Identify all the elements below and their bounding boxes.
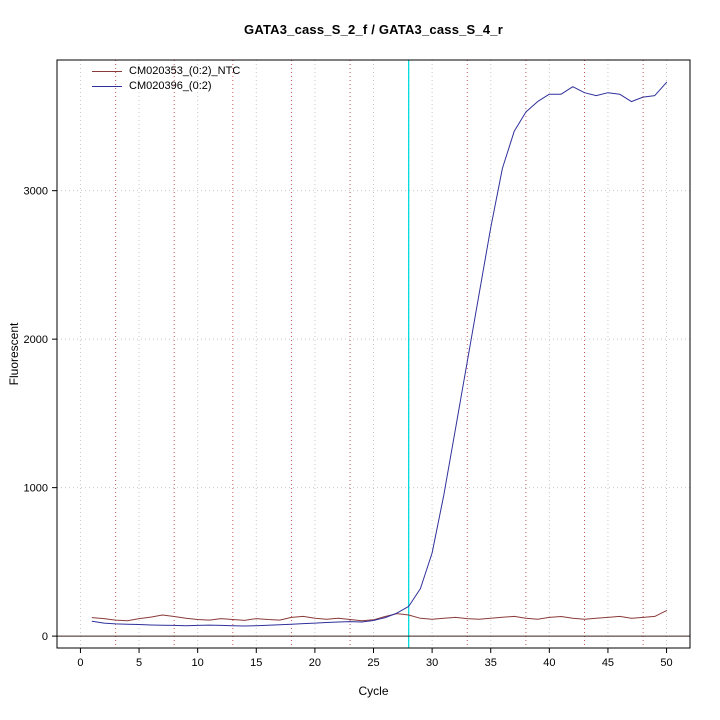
y-tick-label: 3000 <box>24 186 48 198</box>
legend-item-sample: CM020396_(0:2) <box>92 79 240 94</box>
y-tick-label: 1000 <box>24 483 48 495</box>
x-tick-label: 35 <box>485 657 497 669</box>
series-line-0 <box>91 610 668 622</box>
legend-line-swatch-blue <box>92 86 122 87</box>
y-tick-label: 2000 <box>24 334 48 346</box>
x-tick-label: 45 <box>602 657 614 669</box>
x-tick-label: 20 <box>309 657 321 669</box>
chart-title: GATA3_cass_S_2_f / GATA3_cass_S_4_r <box>244 22 503 37</box>
x-tick-label: 50 <box>660 657 672 669</box>
x-tick-label: 40 <box>543 657 555 669</box>
legend-label-sample: CM020396_(0:2) <box>129 80 212 92</box>
legend-line-swatch-red <box>92 71 122 72</box>
legend-label-ntc: CM020353_(0:2)_NTC <box>129 65 241 77</box>
x-tick-label: 10 <box>192 657 204 669</box>
x-axis-label: Cycle <box>358 684 389 698</box>
legend: CM020353_(0:2)_NTC CM020396_(0:2) <box>92 64 240 94</box>
x-tick-label: 15 <box>250 657 262 669</box>
y-tick-label: 0 <box>42 631 48 643</box>
x-tick-label: 5 <box>136 657 142 669</box>
x-tick-label: 25 <box>367 657 379 669</box>
x-tick-label: 0 <box>77 657 83 669</box>
series-line-1 <box>91 81 668 627</box>
x-tick-label: 30 <box>426 657 438 669</box>
legend-item-ntc: CM020353_(0:2)_NTC <box>92 64 240 79</box>
y-axis-label: Fluorescent <box>7 322 21 386</box>
